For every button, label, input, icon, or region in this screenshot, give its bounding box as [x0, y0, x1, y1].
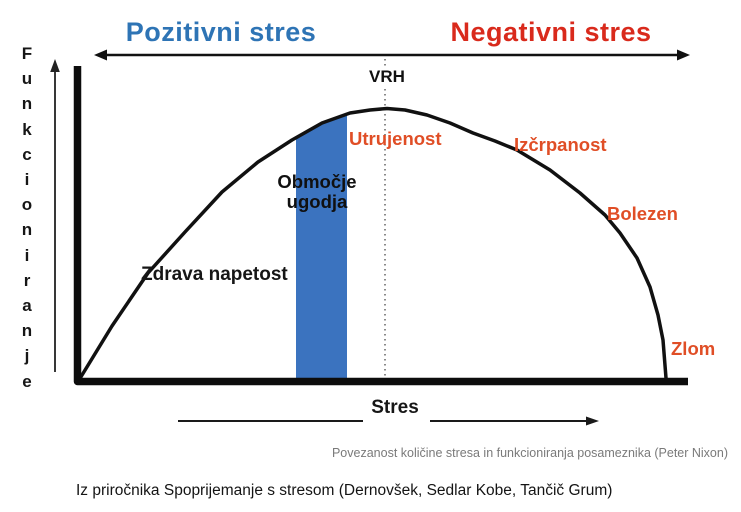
stress-spectrum-arrow-icon: [94, 49, 690, 61]
comfort-zone-label: Območje ugodja: [277, 171, 357, 212]
peak-label: VRH: [366, 67, 408, 87]
illness-label: Bolezen: [607, 203, 678, 224]
breakdown-label: Zlom: [671, 338, 716, 359]
figure-caption: Povezanost količine stresa in funkcionir…: [331, 446, 728, 460]
stres-right-arrow-icon: [430, 416, 599, 426]
x-axis-label: Stres: [371, 397, 419, 418]
fatigue-label: Utrujenost: [349, 128, 442, 149]
comfort-zone-band: [296, 114, 347, 379]
y-axis-up-arrow-icon: [50, 59, 60, 372]
performance-curve: [77, 106, 668, 382]
negative-stress-label: Negativni stres: [450, 17, 652, 47]
y-axis-label: F u n k c i o n i r a n j e: [21, 44, 33, 391]
source-note: Iz priročnika Spoprijemanje s stresom (D…: [76, 482, 613, 499]
healthy-tension-label: Zdrava napetost: [141, 264, 288, 285]
positive-stress-label: Pozitivni stres: [125, 17, 317, 47]
diagram-canvas: [50, 49, 690, 426]
exhaustion-label: Izčrpanost: [514, 134, 607, 155]
axes: [73, 66, 688, 386]
